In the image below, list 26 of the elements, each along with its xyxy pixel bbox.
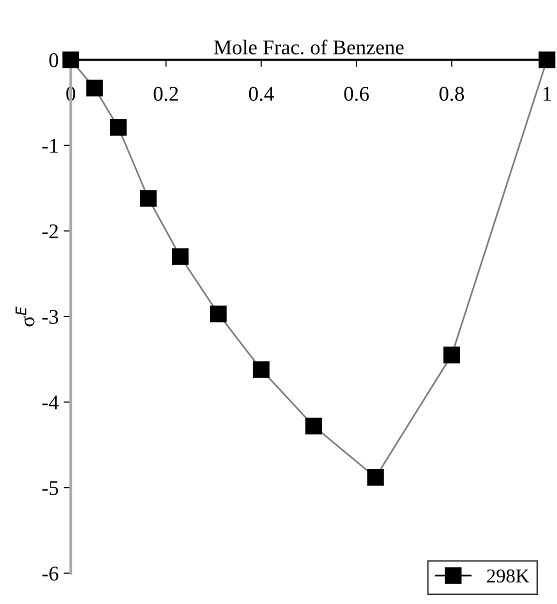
point [172,248,189,265]
y-tick-label: -6 [42,566,58,581]
point [367,469,384,486]
y-tick-label: -1 [42,138,58,153]
point [252,361,270,378]
y-tick-label: -3 [42,310,58,324]
x-tick-label: 1 [544,86,551,101]
y-tick-label: -5 [42,481,58,496]
x-tick-label: 0.6 [344,86,369,101]
point [140,190,157,207]
y-tick-label: -4 [42,396,59,410]
y-tick-label: 0 [49,53,58,68]
y-tick-label: -2 [42,224,58,238]
x-tick-label: 0.2 [154,86,178,101]
legend-label: 298K [487,569,530,583]
point [62,51,80,68]
y-axis-title: σ$^{E}$ [16,306,34,326]
point [86,80,103,96]
point [110,119,127,136]
x-tick-label: 0.8 [440,86,464,101]
x-axis-title: Mole Frac. of Benzene [214,40,404,55]
point [305,418,322,434]
point [443,346,460,364]
point [210,306,227,322]
point [538,51,556,68]
x-tick-label: 0.4 [249,86,274,101]
